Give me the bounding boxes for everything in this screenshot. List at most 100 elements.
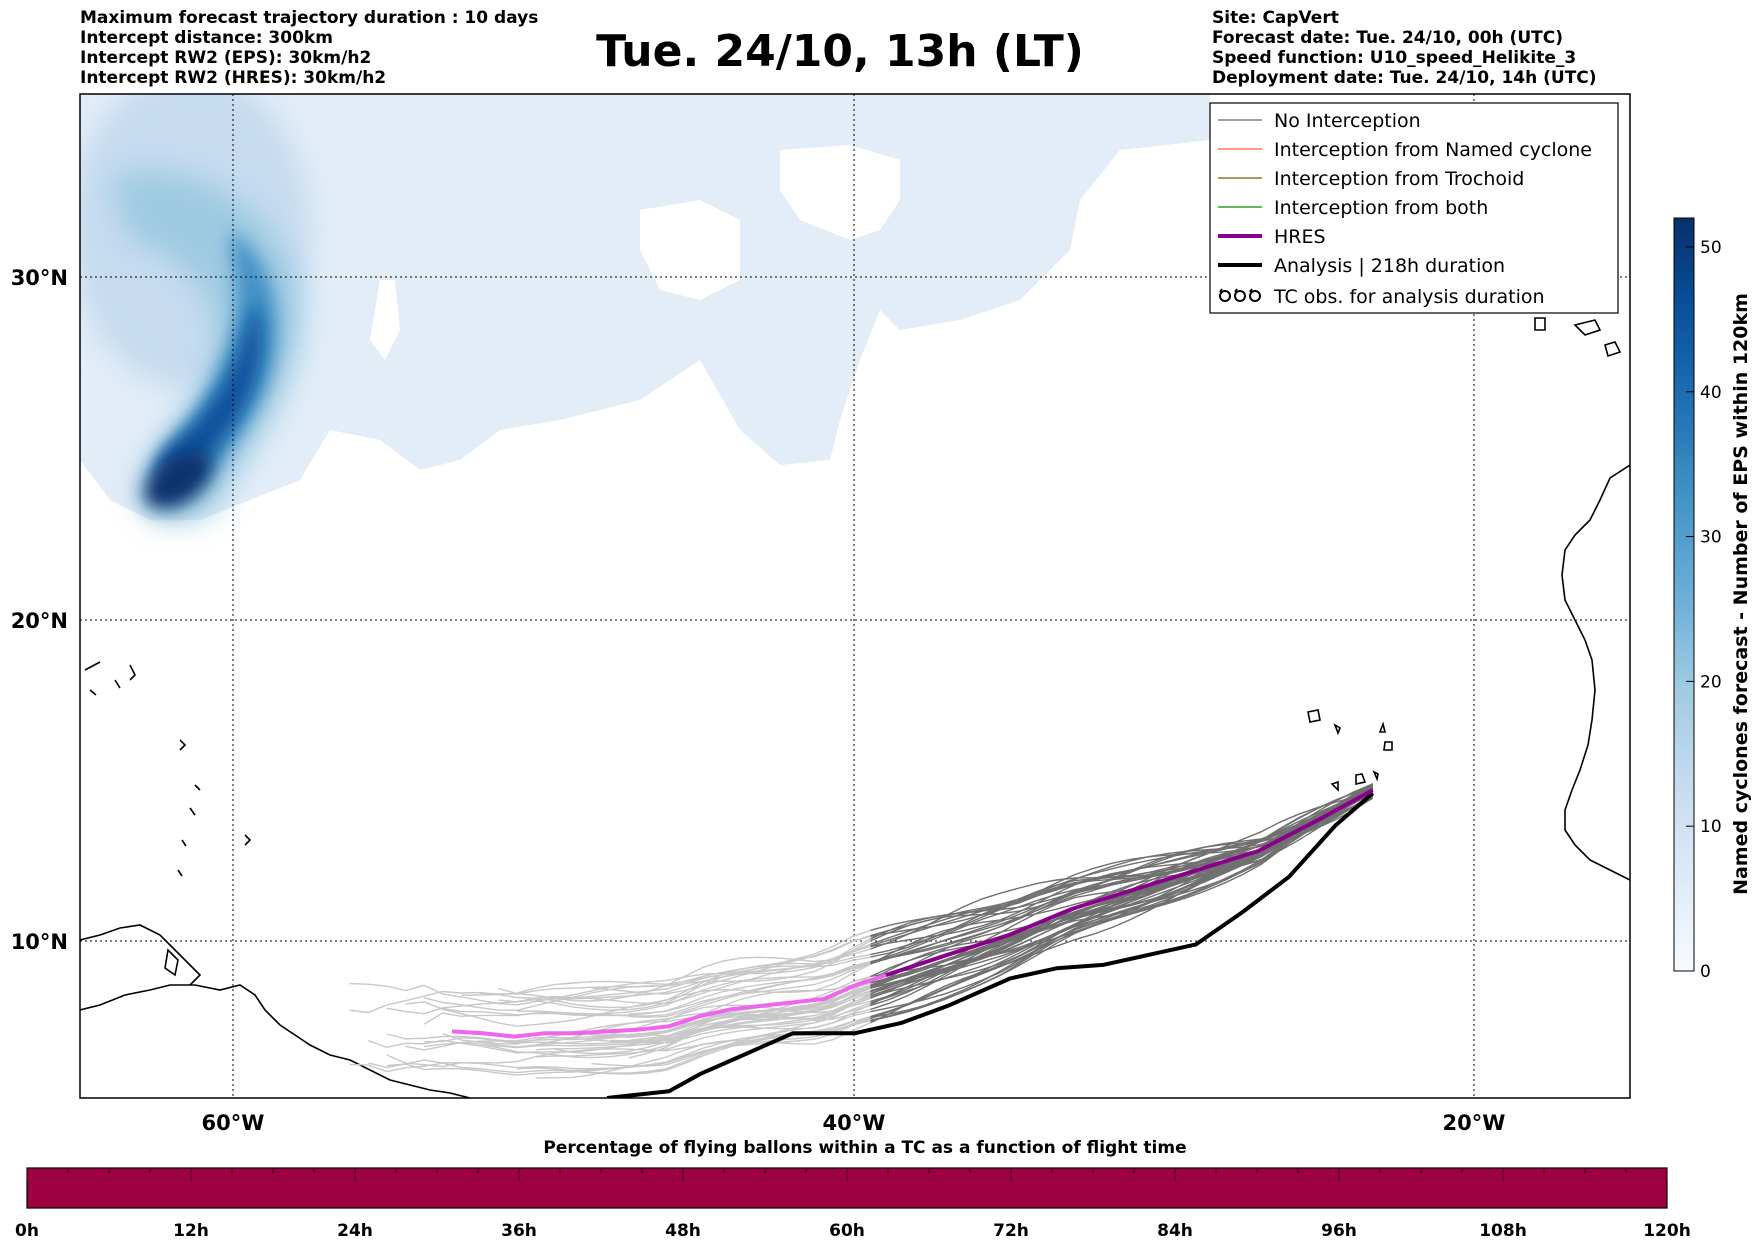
canary-islands bbox=[1534, 317, 1622, 358]
eps-member-track bbox=[870, 789, 1374, 997]
africa-coast bbox=[1561, 464, 1630, 881]
legend-item-no-interception: No Interception bbox=[1218, 110, 1421, 132]
forecast-date: Forecast date: Tue. 24/10, 00h (UTC) bbox=[1212, 28, 1563, 48]
svg-text:Interception from Named cyclon: Interception from Named cyclone bbox=[1274, 139, 1592, 161]
lat-axis-labels: 30°N 20°N 10°N bbox=[11, 266, 68, 954]
progress-bar-ticks: 0h 12h 24h 36h 48h 60h 72h 84h 96h 108h 120h bbox=[15, 1168, 1691, 1241]
svg-text:No Interception: No Interception bbox=[1274, 110, 1421, 132]
colorbar-tick-label: 40 bbox=[1700, 383, 1722, 403]
coastlines bbox=[80, 317, 1630, 1098]
progress-bar-tick-label: 120h bbox=[1643, 1221, 1691, 1241]
eps-member-track bbox=[870, 783, 1374, 938]
page-title: Tue. 24/10, 13h (LT) bbox=[596, 26, 1084, 77]
legend-item-named-cyclone: Interception from Named cyclone bbox=[1218, 139, 1592, 161]
eps-member-track bbox=[870, 785, 1373, 956]
svg-text:Interception from Trochoid: Interception from Trochoid bbox=[1274, 168, 1524, 190]
lon-label-20w: 20°W bbox=[1443, 1111, 1506, 1135]
colorbar-tick-label: 0 bbox=[1700, 962, 1711, 982]
param-intercept-hres: Intercept RW2 (HRES): 30km/h2 bbox=[80, 68, 387, 88]
eps-member-track bbox=[535, 956, 871, 1011]
colorbar-tick-label: 50 bbox=[1700, 238, 1722, 258]
svg-text:TC obs. for analysis duration: TC obs. for analysis duration bbox=[1273, 286, 1545, 308]
colorbar-tick-label: 30 bbox=[1700, 528, 1722, 548]
lat-label-30: 30°N bbox=[11, 266, 68, 290]
lesser-antilles bbox=[84, 661, 252, 877]
svg-text:HRES: HRES bbox=[1274, 226, 1326, 248]
eps-member-track bbox=[647, 1017, 871, 1073]
density-core bbox=[80, 94, 310, 523]
eps-member-track bbox=[498, 948, 871, 1002]
hres-track-near bbox=[885, 788, 1374, 977]
hres-track-far bbox=[451, 973, 887, 1039]
flight-time-progress-bar: 0h 12h 24h 36h 48h 60h 72h 84h 96h 108h 120h bbox=[15, 1167, 1691, 1241]
analysis-track bbox=[606, 791, 1375, 1098]
eps-member-track bbox=[572, 981, 871, 1039]
eps-member-track bbox=[870, 787, 1374, 999]
param-intercept-distance: Intercept distance: 300km bbox=[80, 28, 333, 48]
progress-bar-tick-label: 72h bbox=[993, 1221, 1029, 1241]
eps-member-track bbox=[870, 789, 1373, 947]
eps-trajectories-near bbox=[870, 782, 1374, 1024]
svg-text:Analysis | 218h duration: Analysis | 218h duration bbox=[1274, 255, 1505, 277]
colorbar-tick-label: 10 bbox=[1700, 817, 1722, 837]
eps-member-track bbox=[405, 1004, 871, 1059]
param-intercept-eps: Intercept RW2 (EPS): 30km/h2 bbox=[80, 48, 372, 68]
eps-member-track bbox=[628, 960, 871, 1018]
lon-label-60w: 60°W bbox=[202, 1111, 265, 1135]
progress-bar-tick-label: 24h bbox=[337, 1221, 373, 1241]
legend-item-analysis: Analysis | 218h duration bbox=[1218, 255, 1505, 277]
progress-bar-tick-label: 96h bbox=[1321, 1221, 1357, 1241]
deployment-date: Deployment date: Tue. 24/10, 14h (UTC) bbox=[1212, 68, 1597, 88]
legend-item-both: Interception from both bbox=[1218, 197, 1488, 219]
lon-label-40w: 40°W bbox=[823, 1111, 886, 1135]
legend-item-tc-obs: TC obs. for analysis duration bbox=[1219, 286, 1545, 308]
south-america-coast bbox=[80, 984, 471, 1098]
density-low-region bbox=[80, 94, 1210, 520]
density-colorbar[interactable]: 0 10 20 30 40 50 Named cyclones forecast - Nu… bbox=[1673, 217, 1752, 982]
eps-member-track bbox=[424, 987, 871, 1048]
colorbar-label: Named cyclones forecast - Number of EPS … bbox=[1730, 293, 1752, 895]
colorbar-tick-label: 20 bbox=[1700, 672, 1722, 692]
progress-bar-tick-label: 108h bbox=[1479, 1221, 1527, 1241]
eps-member-track bbox=[870, 783, 1373, 984]
eps-trajectories-far bbox=[349, 929, 871, 1079]
legend-item-trochoid: Interception from Trochoid bbox=[1218, 168, 1524, 190]
lat-label-10: 10°N bbox=[11, 930, 68, 954]
legend-item-hres: HRES bbox=[1218, 226, 1326, 248]
eps-member-track bbox=[368, 997, 871, 1054]
cape-verde-islands bbox=[1307, 709, 1393, 792]
eps-member-track bbox=[870, 786, 1374, 931]
forecast-parameters: Maximum forecast trajectory duration : 1… bbox=[80, 8, 538, 88]
progress-bar-tick-label: 0h bbox=[15, 1221, 39, 1241]
eps-member-track bbox=[870, 789, 1373, 963]
venezuela-coast bbox=[80, 924, 202, 986]
eps-member-track bbox=[498, 943, 871, 1003]
eps-member-track bbox=[405, 963, 871, 1027]
site-name: Site: CapVert bbox=[1212, 8, 1339, 28]
progress-bar-tick-label: 84h bbox=[1157, 1221, 1193, 1241]
svg-text:Interception from both: Interception from both bbox=[1274, 197, 1488, 219]
cyclone-density-field bbox=[80, 94, 1210, 523]
density-gap-3 bbox=[370, 280, 400, 360]
density-gap-2 bbox=[640, 200, 740, 300]
colorbar-gradient bbox=[1673, 217, 1695, 972]
lon-axis-labels: 60°W 40°W 20°W bbox=[202, 1111, 1506, 1135]
param-max-duration: Maximum forecast trajectory duration : 1… bbox=[80, 8, 539, 28]
trajectories bbox=[349, 782, 1375, 1098]
progress-bar-tick-label: 60h bbox=[829, 1221, 865, 1241]
eps-member-track bbox=[535, 995, 871, 1051]
eps-member-track bbox=[870, 784, 1374, 1019]
site-info: Site: CapVert Forecast date: Tue. 24/10,… bbox=[1212, 8, 1597, 88]
eps-member-track bbox=[870, 791, 1373, 950]
cyclone-symbol-icon bbox=[1219, 288, 1261, 302]
progress-bar-tick-label: 12h bbox=[173, 1221, 209, 1241]
map-frame bbox=[79, 93, 1631, 1099]
map-legend: No Interception Interception from Named … bbox=[1209, 102, 1619, 314]
eps-member-track bbox=[870, 786, 1374, 989]
colorbar-ticks: 0 10 20 30 40 50 bbox=[1686, 238, 1722, 982]
eps-member-track bbox=[610, 987, 871, 1042]
eps-member-track bbox=[423, 940, 871, 1012]
progress-bar-tick-label: 48h bbox=[665, 1221, 701, 1241]
eps-member-track bbox=[461, 929, 871, 996]
